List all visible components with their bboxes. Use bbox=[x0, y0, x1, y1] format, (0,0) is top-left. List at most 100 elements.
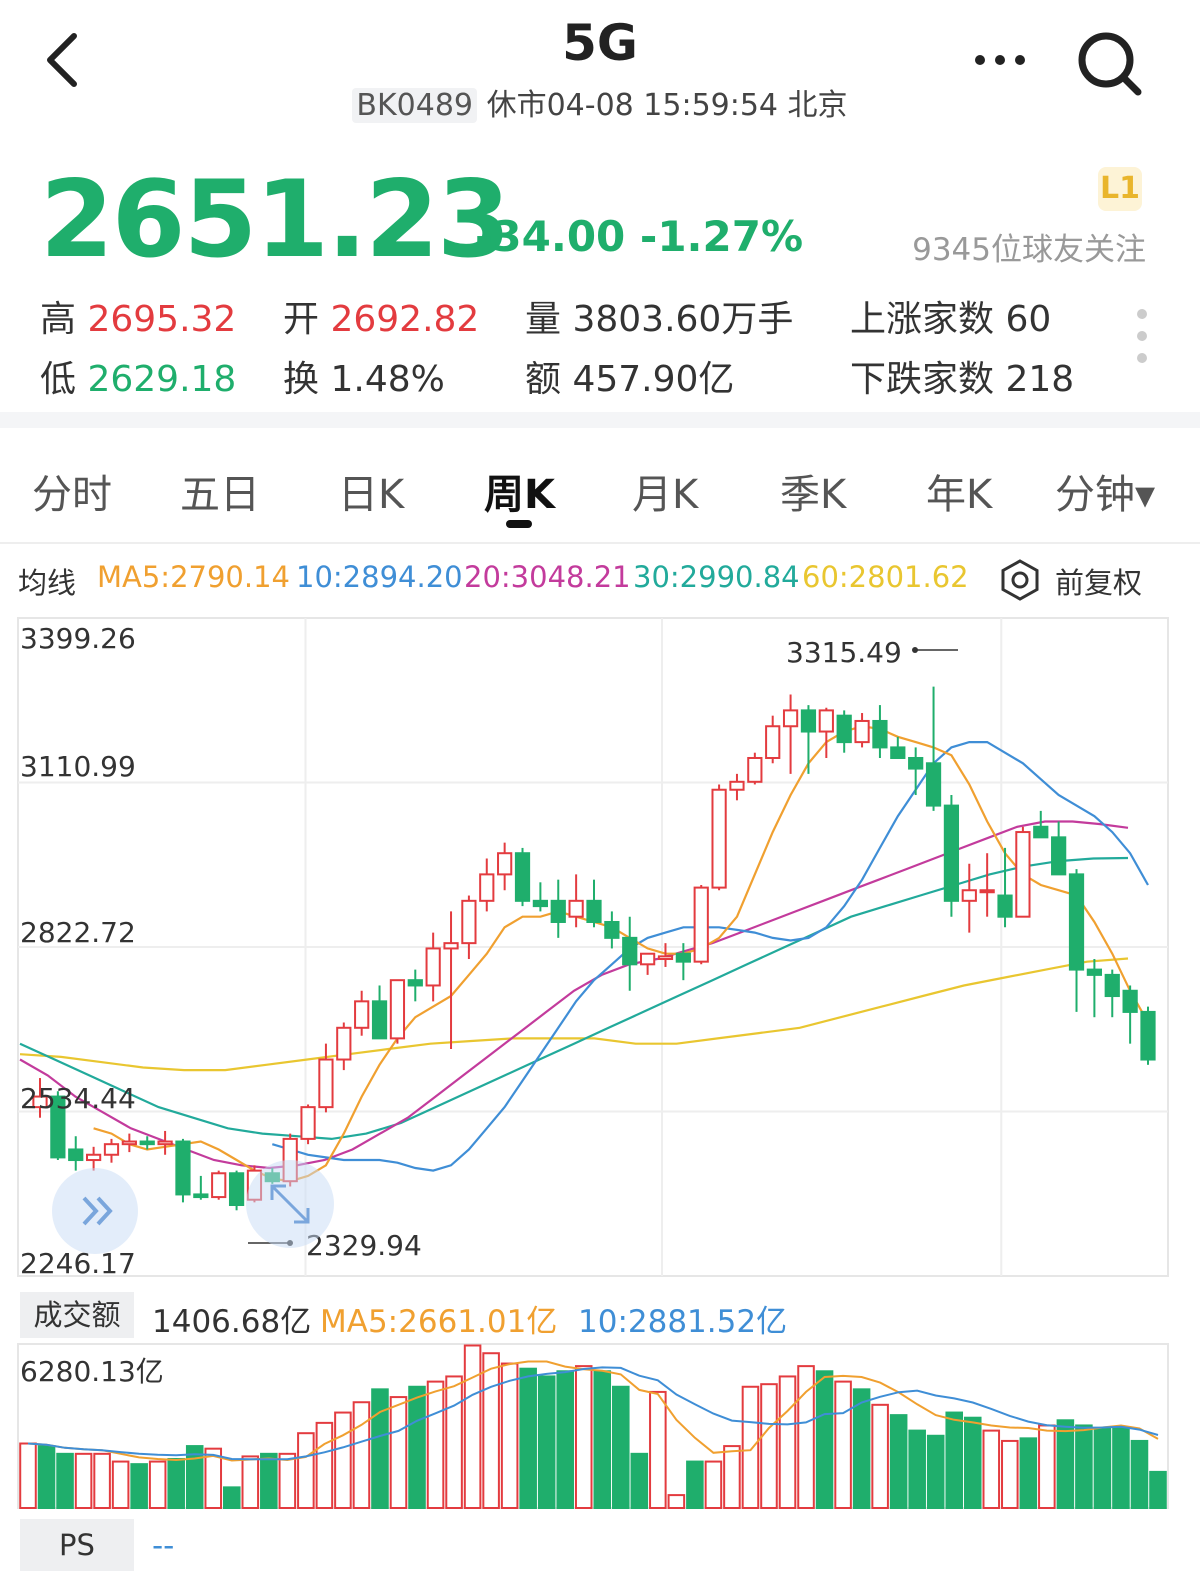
tab-minute[interactable]: 分钟▾ bbox=[1055, 472, 1156, 518]
volume-bar bbox=[1093, 1427, 1112, 1509]
tab-five-day[interactable]: 五日 bbox=[180, 472, 260, 518]
candle bbox=[711, 784, 727, 891]
volume-bar bbox=[19, 1442, 37, 1509]
tab-quarterly-k[interactable]: 季K bbox=[780, 472, 847, 518]
candle bbox=[836, 710, 852, 753]
low-value: 2629.18 bbox=[87, 359, 237, 400]
stat-volume: 量 3803.60万手 bbox=[525, 290, 793, 342]
adjust-mode[interactable]: 前复权 bbox=[1055, 566, 1143, 600]
tab-intraday[interactable]: 分时 bbox=[32, 472, 112, 518]
volume-bar bbox=[111, 1460, 130, 1509]
back-icon[interactable] bbox=[40, 28, 90, 98]
more-icon[interactable] bbox=[968, 44, 1032, 74]
volume-bar bbox=[815, 1370, 834, 1510]
volume-bar bbox=[1056, 1419, 1075, 1509]
expand-chart-button[interactable] bbox=[52, 1168, 138, 1254]
section-divider bbox=[0, 412, 1200, 428]
ma60-line bbox=[19, 957, 1129, 1072]
volume-bar bbox=[778, 1375, 797, 1509]
ps-indicator-tab[interactable]: PS bbox=[20, 1519, 134, 1571]
tab-monthly-k[interactable]: 月K bbox=[632, 472, 699, 518]
candle bbox=[211, 1170, 227, 1200]
tab-weekly-k[interactable]: 周K bbox=[484, 472, 555, 518]
candle-body bbox=[425, 947, 441, 987]
volume-bar bbox=[297, 1432, 315, 1509]
volume-bar bbox=[537, 1375, 556, 1509]
candle bbox=[943, 795, 960, 917]
candle-body bbox=[443, 942, 459, 950]
adjust-settings-icon[interactable] bbox=[998, 558, 1042, 602]
candle-body bbox=[657, 955, 674, 961]
candle bbox=[32, 1078, 48, 1118]
ma5-line bbox=[93, 725, 1149, 1183]
max-price-label: 3315.49 bbox=[786, 636, 902, 669]
y-tick-label: 3110.99 bbox=[20, 750, 136, 783]
candle-body bbox=[604, 920, 620, 939]
candle-body bbox=[497, 852, 513, 876]
volume-chart[interactable] bbox=[0, 1340, 1200, 1512]
level-badge[interactable]: L1 bbox=[1098, 167, 1142, 211]
candle bbox=[1140, 1006, 1156, 1065]
volume-bar bbox=[463, 1344, 482, 1509]
candle bbox=[550, 879, 566, 938]
candle-body bbox=[1068, 873, 1085, 971]
ma-label: 均线 bbox=[18, 566, 77, 600]
candle bbox=[604, 911, 620, 949]
tab-yearly-k[interactable]: 年K bbox=[926, 472, 993, 518]
turnover-label: 换 bbox=[283, 359, 320, 400]
candle bbox=[622, 916, 638, 991]
ma10-value: 10:2894.20 bbox=[296, 560, 463, 594]
candle-body bbox=[32, 1095, 48, 1109]
volume-ma5: MA5:2661.01亿 bbox=[320, 1304, 558, 1340]
candle-body bbox=[925, 762, 942, 807]
candle-body bbox=[103, 1143, 120, 1156]
change-value: -34.00 bbox=[475, 212, 626, 261]
tab-daily-k[interactable]: 日K bbox=[338, 472, 405, 518]
candle bbox=[461, 895, 477, 960]
candle bbox=[514, 847, 531, 907]
volume-bar bbox=[93, 1452, 111, 1509]
down-label: 下跌家数 bbox=[850, 359, 995, 400]
volume-bar bbox=[945, 1411, 964, 1509]
volume-bar bbox=[908, 1429, 926, 1509]
candle bbox=[800, 705, 817, 774]
ps-value: -- bbox=[152, 1528, 175, 1564]
volume-indicator-tab[interactable]: 成交额 bbox=[20, 1292, 134, 1338]
candle bbox=[50, 1091, 66, 1161]
volume-bar bbox=[371, 1388, 389, 1509]
candle bbox=[425, 932, 441, 1002]
weekly-k-chart[interactable] bbox=[0, 610, 1200, 1290]
candle-body bbox=[818, 709, 834, 733]
candle bbox=[300, 1104, 316, 1145]
volume-bar bbox=[241, 1455, 260, 1510]
candle-body bbox=[1140, 1010, 1156, 1061]
volume-bar bbox=[500, 1362, 519, 1510]
candle bbox=[729, 773, 745, 801]
page-title: 5G bbox=[562, 14, 638, 72]
turnover-value: 1.48% bbox=[330, 359, 445, 400]
amount-label: 额 bbox=[525, 359, 562, 400]
candle bbox=[103, 1138, 120, 1163]
candle bbox=[640, 952, 656, 975]
candle bbox=[1051, 821, 1067, 876]
volume-bar bbox=[1112, 1427, 1130, 1509]
candle bbox=[68, 1136, 84, 1171]
volume-bar bbox=[926, 1434, 945, 1509]
volume-y-tick: 6280.13亿 bbox=[20, 1355, 164, 1388]
search-icon[interactable] bbox=[1074, 28, 1146, 100]
high-value: 2695.32 bbox=[87, 299, 237, 340]
volume-bar bbox=[445, 1375, 463, 1509]
fullscreen-icon[interactable] bbox=[246, 1160, 334, 1248]
candle-body bbox=[586, 899, 602, 923]
candle-body bbox=[836, 714, 852, 744]
candle-body bbox=[318, 1058, 334, 1109]
candle bbox=[997, 847, 1013, 928]
price-change: -34.00 -1.27% bbox=[475, 212, 803, 261]
candle-body bbox=[193, 1193, 209, 1199]
volume-bar bbox=[723, 1445, 741, 1509]
vertical-more-icon[interactable] bbox=[1132, 306, 1152, 366]
candle bbox=[354, 990, 370, 1036]
ma20-value: 20:3048.21 bbox=[464, 560, 631, 594]
ma30-line bbox=[19, 856, 1129, 1141]
candle-body bbox=[568, 899, 584, 918]
